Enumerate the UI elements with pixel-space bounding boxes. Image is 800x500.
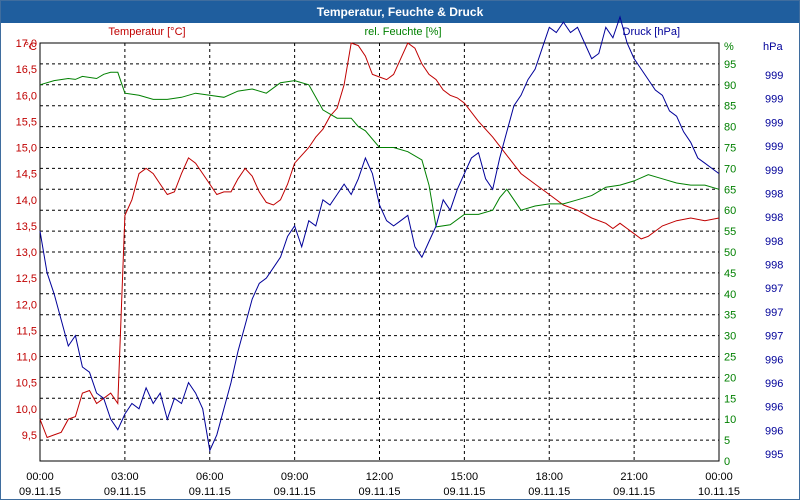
x-tick-time: 03:00 bbox=[111, 471, 139, 483]
grid-lines bbox=[40, 43, 719, 461]
temperature-axis-title: Temperatur [°C] bbox=[108, 26, 185, 38]
humidity-tick-label: 25 bbox=[724, 352, 736, 364]
axis-headers: °C Temperatur [°C] rel. Feuchte [%]% Druck … bbox=[25, 26, 784, 53]
humidity-tick-label: 55 bbox=[724, 226, 736, 238]
x-tick-date: 09.11.15 bbox=[528, 486, 570, 498]
pressure-tick-label: 996 bbox=[765, 402, 783, 414]
humidity-tick-label: 40 bbox=[724, 289, 736, 301]
pressure-unit-label: hPa bbox=[763, 41, 783, 53]
x-tick-time: 12:00 bbox=[366, 471, 394, 483]
temperature-tick-label: 16,0 bbox=[16, 90, 37, 102]
humidity-tick-label: 60 bbox=[724, 205, 736, 217]
x-tick-date: 09.11.15 bbox=[613, 486, 655, 498]
x-tick-time: 00:00 bbox=[705, 471, 733, 483]
temperature-tick-label: 16,5 bbox=[16, 64, 37, 76]
pressure-tick-label: 998 bbox=[765, 212, 783, 224]
pressure-tick-label: 999 bbox=[765, 141, 783, 153]
series-group bbox=[39, 15, 720, 453]
x-tick-time: 15:00 bbox=[451, 471, 479, 483]
x-tick-date: 09.11.15 bbox=[189, 486, 231, 498]
x-tick-date: 09.11.15 bbox=[358, 486, 400, 498]
x-tick-date: 09.11.15 bbox=[104, 486, 146, 498]
pressure-tick-label: 996 bbox=[765, 378, 783, 390]
temperature-tick-label: 11,5 bbox=[16, 325, 37, 337]
humidity-tick-label: 0 bbox=[724, 456, 730, 468]
pressure-tick-label: 999 bbox=[765, 94, 783, 106]
temperature-tick-label: 13,0 bbox=[16, 247, 37, 259]
humidity-tick-label: 75 bbox=[724, 143, 736, 155]
humidity-tick-label: 5 bbox=[724, 435, 730, 447]
x-tick-time: 18:00 bbox=[535, 471, 563, 483]
pressure-tick-label: 998 bbox=[765, 260, 783, 272]
temperature-tick-label: 12,0 bbox=[16, 299, 37, 311]
humidity-tick-label: 30 bbox=[724, 331, 736, 343]
humidity-tick-label: 80 bbox=[724, 122, 736, 134]
temperature-tick-label: 10,5 bbox=[16, 378, 37, 390]
pressure-tick-label: 998 bbox=[765, 188, 783, 200]
temperature-series-line bbox=[39, 42, 720, 439]
pressure-tick-label: 995 bbox=[765, 449, 783, 461]
temperature-tick-label: 10,0 bbox=[16, 404, 37, 416]
temperature-tick-label: 15,5 bbox=[16, 116, 37, 128]
temperature-tick-label: 9,5 bbox=[22, 430, 37, 442]
x-tick-time: 00:00 bbox=[26, 471, 54, 483]
pressure-tick-label: 998 bbox=[765, 236, 783, 248]
x-tick-date: 09.11.15 bbox=[274, 486, 316, 498]
pressure-tick-label: 997 bbox=[765, 283, 783, 295]
tick-labels: 00:00 09.11.15 03:00 09.11.15 06:00 09.11.15 0… bbox=[16, 38, 784, 498]
humidity-tick-label: 35 bbox=[724, 310, 736, 322]
humidity-tick-label: 65 bbox=[724, 184, 736, 196]
humidity-series-line bbox=[39, 71, 720, 228]
humidity-tick-label: 45 bbox=[724, 268, 736, 280]
pressure-series-line bbox=[39, 15, 720, 453]
pressure-tick-label: 997 bbox=[765, 331, 783, 343]
temperature-tick-label: 13,5 bbox=[16, 221, 37, 233]
temperature-tick-label: 14,5 bbox=[16, 169, 37, 181]
x-tick-time: 06:00 bbox=[196, 471, 224, 483]
temperature-tick-label: 14,0 bbox=[16, 195, 37, 207]
x-tick-time: 09:00 bbox=[281, 471, 309, 483]
x-tick-date: 09.11.15 bbox=[19, 486, 61, 498]
x-tick-date: 09.11.15 bbox=[443, 486, 485, 498]
temperature-unit-label: °C bbox=[25, 41, 37, 53]
chart-title: Temperatur, Feuchte & Druck bbox=[1, 1, 799, 23]
humidity-axis-title: rel. Feuchte [%] bbox=[364, 26, 441, 38]
pressure-tick-label: 996 bbox=[765, 354, 783, 366]
humidity-tick-label: 90 bbox=[724, 80, 736, 92]
temperature-tick-label: 11,0 bbox=[16, 352, 37, 364]
humidity-tick-label: 95 bbox=[724, 59, 736, 71]
humidity-tick-label: 20 bbox=[724, 372, 736, 384]
temperature-tick-label: 15,0 bbox=[16, 143, 37, 155]
pressure-axis-title: Druck [hPa] bbox=[623, 26, 680, 38]
temperature-tick-label: 12,5 bbox=[16, 273, 37, 285]
pressure-tick-label: 997 bbox=[765, 307, 783, 319]
pressure-tick-label: 999 bbox=[765, 117, 783, 129]
x-tick-time: 21:00 bbox=[620, 471, 648, 483]
temperature-tick-label: 17,0 bbox=[16, 38, 37, 50]
humidity-tick-label: 85 bbox=[724, 101, 736, 113]
humidity-tick-label: 15 bbox=[724, 393, 736, 405]
pressure-tick-label: 999 bbox=[765, 70, 783, 82]
humidity-unit-label: % bbox=[724, 41, 734, 53]
humidity-tick-label: 50 bbox=[724, 247, 736, 259]
pressure-tick-label: 996 bbox=[765, 425, 783, 437]
pressure-tick-label: 999 bbox=[765, 165, 783, 177]
humidity-tick-label: 70 bbox=[724, 163, 736, 175]
x-tick-date: 10.11.15 bbox=[698, 486, 740, 498]
humidity-tick-label: 10 bbox=[724, 414, 736, 426]
